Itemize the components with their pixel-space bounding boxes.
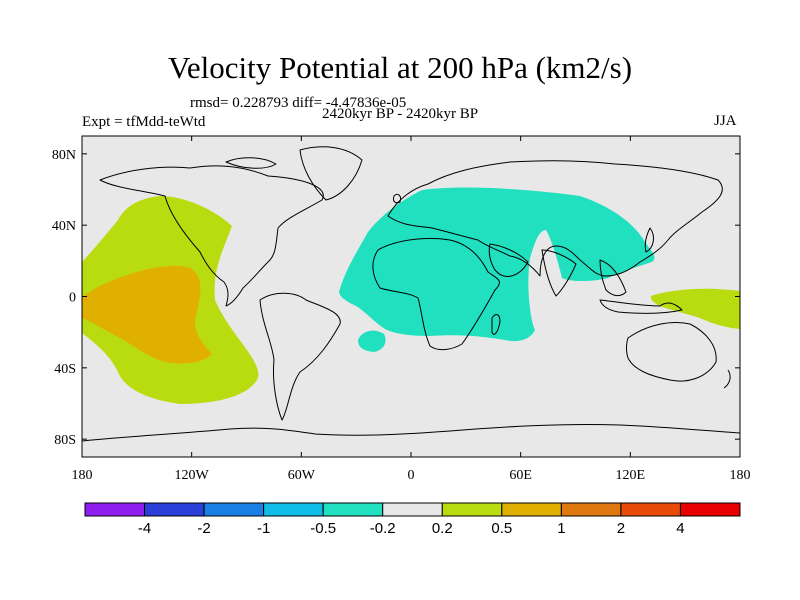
colorbar-label: -0.5: [310, 520, 336, 537]
map-title: Velocity Potential at 200 hPa (km2/s): [167, 50, 633, 85]
colorbar-labels: -4 -2 -1 -0.5 -0.2 0.2 0.5 1 2 4: [138, 520, 685, 537]
colorbar-label: 4: [676, 520, 684, 537]
season-label: JJA: [714, 113, 737, 129]
colorbar-swatch: [144, 502, 205, 517]
y-tick-label: 40S: [54, 362, 76, 377]
coast-antarctica: [81, 423, 741, 442]
x-tick-label: 180: [72, 468, 93, 483]
stats-line: rmsd= 0.228793 diff= -4.47836e-05: [190, 95, 407, 111]
colorbar-swatch: [203, 502, 265, 517]
colorbar-swatch: [263, 502, 324, 517]
field-west-pacific-positive: [650, 288, 740, 329]
coast-north-america: [99, 165, 324, 307]
coast-south-america: [259, 292, 341, 421]
x-tick-label: 0: [408, 468, 415, 483]
colorbar-label: 0.2: [432, 520, 453, 537]
y-axis-labels: 80N 40N 0 40S 80S: [52, 148, 76, 448]
colorbar-swatch: [620, 502, 681, 517]
colorbar-label: 1: [557, 520, 565, 537]
colorbar-label: -1: [257, 520, 270, 537]
colorbar: [84, 502, 741, 517]
colorbar-label: 0.5: [491, 520, 512, 537]
x-tick-label: 120E: [616, 468, 646, 483]
field-afro-eurasian-negative-blob: [358, 330, 386, 352]
x-tick-label: 180: [730, 468, 751, 483]
coastlines: [81, 146, 741, 442]
colorbar-label: 2: [617, 520, 625, 537]
coast-africa: [372, 237, 500, 351]
coast-eurasia: [387, 160, 723, 277]
coast-british-isles: [393, 193, 401, 204]
colorbar-label: -4: [138, 520, 151, 537]
field-pacific-positive-inner: [82, 265, 212, 364]
axis-ticks: [81, 136, 741, 457]
colorbar-swatch: [679, 502, 741, 517]
colorbar-label: -0.2: [370, 520, 396, 537]
x-axis-labels: 180 120W 60W 0 60E 120E 180: [72, 468, 751, 483]
colorbar-label: -2: [197, 520, 210, 537]
y-tick-label: 40N: [52, 219, 76, 234]
coast-indonesia: [599, 299, 683, 314]
colorbar-swatch: [382, 502, 443, 517]
coast-greenland: [299, 146, 363, 201]
y-tick-label: 80S: [54, 433, 76, 448]
y-tick-label: 0: [69, 291, 76, 306]
colorbar-swatch: [84, 502, 146, 517]
x-tick-label: 60W: [288, 468, 316, 483]
coast-australia: [626, 322, 717, 382]
coast-japan: [644, 227, 654, 253]
colorbar-swatch: [322, 502, 384, 517]
x-tick-label: 120W: [175, 468, 210, 483]
experiment-label: Expt = tfMdd-teWtd: [82, 114, 206, 130]
coast-india: [541, 249, 577, 297]
colorbar-swatch: [560, 502, 622, 517]
colorbar-swatch: [441, 502, 503, 517]
coast-new-zealand: [723, 369, 731, 389]
period-label: 2420kyr BP - 2420kyr BP: [322, 106, 479, 122]
coast-southeast-asia: [599, 259, 627, 297]
coast-arabia: [488, 243, 529, 277]
colorbar-swatch: [501, 502, 562, 517]
x-tick-label: 60E: [509, 468, 532, 483]
y-tick-label: 80N: [52, 148, 76, 163]
coast-madagascar: [491, 314, 501, 335]
coast-arctic-islands: [225, 157, 277, 169]
